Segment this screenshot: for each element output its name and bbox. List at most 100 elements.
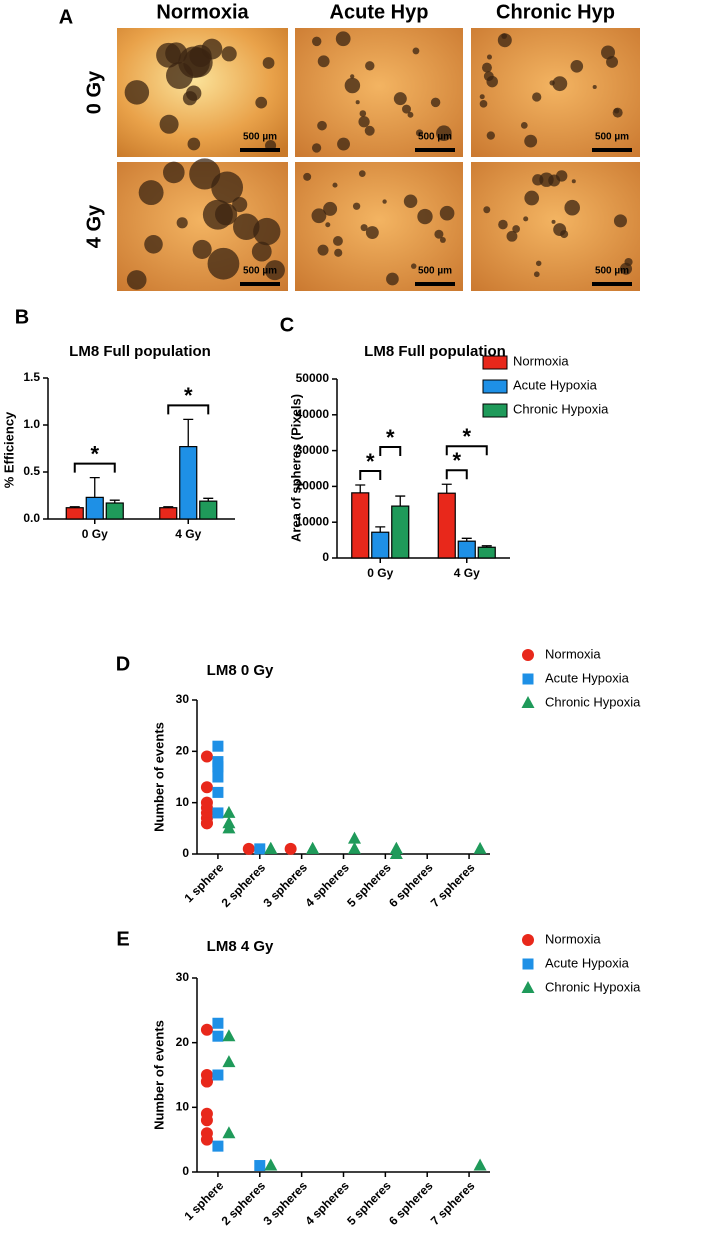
sphere [393,92,407,106]
significance-label: * [386,425,395,450]
error-bar [183,418,194,447]
point [306,841,320,854]
sphere [187,137,201,151]
error-bar [109,499,120,504]
sphere [176,217,188,229]
significance-bracket [167,404,210,415]
y-tick-label: 0.0 [23,511,40,525]
error-bar [163,506,174,508]
sphere [325,222,331,228]
x-tick-label: 5 spheres [344,860,394,910]
sphere [548,174,561,187]
scale-bar-label: 500 µm [595,132,629,143]
sphere [163,161,185,184]
sphere [124,80,150,105]
sphere [251,241,272,262]
sphere [183,47,213,78]
photo [295,28,463,157]
row-label: 0 Gy [83,70,105,114]
y-tick-label: 1.0 [23,417,40,431]
y-tick-label: 30 [176,692,190,706]
x-tick-label: 6 spheres [386,1178,436,1228]
sphere [479,94,485,100]
y-tick-label: 1.5 [23,370,40,384]
point [473,1158,487,1171]
scale-bar [240,148,280,152]
sphere [337,137,350,151]
sphere [311,143,322,153]
error-bar [441,483,452,494]
sphere [415,129,424,137]
y-tick-label: 30000 [296,443,330,457]
y-tick-label: 20 [176,1035,190,1049]
bar [371,531,390,559]
sphere [364,125,375,136]
sphere [439,237,446,243]
point [200,750,213,763]
sphere [613,214,627,228]
sphere [564,199,580,216]
legend-label: Acute Hypoxia [545,955,630,970]
significance-bracket [359,469,382,480]
y-tick-label: 10000 [296,514,330,528]
error-bar [375,526,386,533]
x-tick-label: 5 spheres [344,1178,394,1228]
sphere [501,33,508,39]
scale-bar [240,282,280,286]
sphere [533,271,540,278]
sphere [126,270,147,290]
point [242,842,255,855]
point [284,842,297,855]
bar [477,546,496,559]
significance-bracket [445,469,468,480]
point [222,1055,236,1068]
error-bar [395,495,406,507]
x-tick-label: 7 spheres [428,860,478,910]
x-tick-label: 2 spheres [219,1178,269,1228]
sphere [365,61,375,71]
point [200,1133,213,1146]
sphere [486,131,495,140]
y-axis-label: Area of spheres (Pixels) [288,394,303,542]
point [222,805,236,818]
scale-bar [415,148,455,152]
sphere [360,224,368,232]
y-tick-label: 0 [182,846,189,860]
sphere [436,125,452,142]
y-tick-label: 50000 [296,371,330,385]
sphere [189,158,221,190]
panel-label: E [116,928,129,950]
sphere [479,100,488,108]
legend-label: Chronic Hypoxia [545,979,641,994]
sphere [317,55,330,68]
sphere [192,239,212,259]
sphere [592,84,597,90]
point [222,821,236,834]
sphere [182,91,198,106]
sphere [486,75,498,88]
x-tick-label: 3 spheres [260,860,310,910]
x-tick-label: 7 spheres [428,1178,478,1228]
point [200,1023,213,1036]
sphere [335,31,351,47]
sphere [264,260,285,281]
column-label: Normoxia [156,1,249,23]
panel-label: B [15,306,29,328]
sphere [403,194,418,208]
sphere [221,46,237,62]
y-tick-label: 0.5 [23,464,40,478]
scale-bar-label: 500 µm [243,132,277,143]
sphere [332,236,343,246]
error-bar [461,537,472,542]
point [212,740,224,752]
x-tick-label: 4 Gy [454,566,480,580]
point [254,843,266,855]
sphere [551,219,556,224]
sphere [601,45,615,60]
y-tick-label: 0 [182,1164,189,1178]
sphere [486,54,492,60]
legend-marker [522,673,534,685]
error-bar [89,476,100,498]
sphere [524,134,538,148]
